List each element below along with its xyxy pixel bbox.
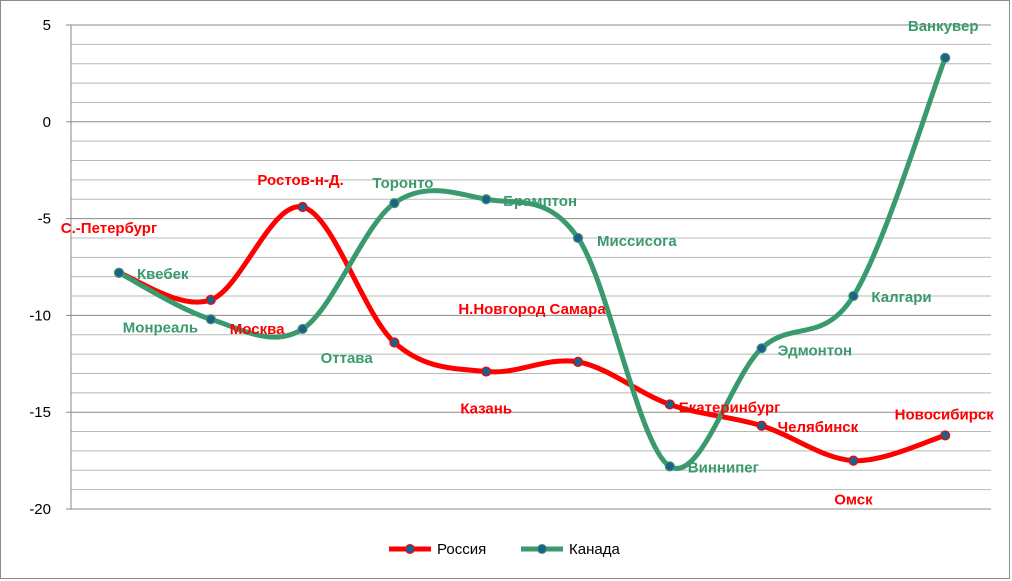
data-label-russia: Новосибирск (895, 406, 995, 423)
data-label-canada: Калгари (871, 289, 931, 306)
data-point-canada (205, 314, 216, 325)
data-point-russia (205, 294, 216, 306)
y-axis: 5 0 -5 -10 -15 -20 (29, 17, 72, 518)
data-label-canada: Торонто (372, 175, 433, 192)
data-point-russia (664, 399, 675, 410)
series-layer (113, 52, 951, 472)
data-label-russia: Н.Новгород Самара (458, 301, 606, 318)
data-label-canada: Оттава (321, 350, 374, 367)
data-point-russia (389, 337, 400, 348)
y-tick-label: 0 (43, 114, 51, 131)
data-point-canada (572, 232, 584, 244)
data-label-russia: Челябинск (778, 419, 859, 436)
data-label-canada: Квебек (137, 266, 189, 283)
data-label-canada: Миссисога (597, 233, 677, 250)
legend-label: Канада (569, 541, 620, 558)
data-label-russia: Ростов-н-Д. (257, 172, 343, 189)
data-label-russia: С.-Петербург (61, 220, 157, 237)
y-tick-label: 5 (43, 17, 51, 34)
data-label-canada: Виннипег (688, 459, 759, 476)
data-label-canada: Эдмонтон (778, 342, 853, 359)
data-label-russia: Москва (230, 321, 285, 338)
legend-item-canada: Канада (521, 541, 620, 558)
data-point-russia (756, 420, 767, 431)
legend-swatch-marker (537, 544, 547, 554)
data-point-russia (940, 430, 951, 441)
data-point-canada (389, 198, 400, 209)
y-tick-label: -5 (38, 211, 51, 228)
legend-label: Россия (437, 541, 486, 558)
data-point-russia (572, 356, 584, 367)
data-point-russia (297, 201, 308, 213)
data-labels: С.-Петербург Москва Ростов-н-Д. Казань Н.Нов… (61, 18, 994, 509)
data-label-canada: Монреаль (123, 319, 198, 336)
y-tick-label: -20 (29, 501, 51, 518)
y-tick-label: -10 (29, 307, 51, 324)
data-label-russia: Казань (460, 401, 512, 418)
grid-lines (71, 24, 991, 510)
y-tick-label: -15 (29, 404, 51, 421)
data-point-canada (113, 267, 125, 278)
data-point-canada (297, 323, 308, 335)
data-point-canada (481, 194, 492, 205)
data-point-canada (664, 461, 675, 472)
data-label-russia: Екатеринбург (679, 399, 781, 416)
legend-item-russia: Россия (389, 541, 486, 558)
data-label-russia: Омск (834, 492, 873, 509)
data-point-canada (848, 290, 859, 302)
legend: Россия Канада (389, 541, 620, 558)
series-line-russia (116, 204, 948, 464)
data-label-canada: Брамптон (503, 193, 577, 210)
data-point-canada (756, 343, 767, 354)
data-point-russia (481, 366, 492, 377)
data-point-canada (940, 52, 951, 64)
data-point-russia (848, 455, 859, 466)
data-label-canada: Ванкувер (908, 18, 979, 35)
legend-swatch-marker (405, 544, 415, 554)
